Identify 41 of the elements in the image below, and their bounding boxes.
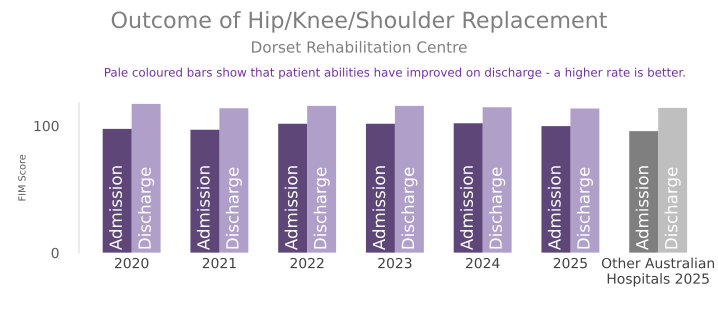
x-tick-label: 2022: [290, 258, 324, 268]
bar: [658, 108, 688, 253]
bar: [132, 104, 161, 253]
text: Admission: [460, 166, 474, 250]
bar: [366, 124, 395, 253]
y-tick-label: 0: [52, 248, 59, 258]
text: Discharge: [489, 168, 506, 249]
series-label: Admission: [109, 166, 122, 250]
chart-subtitle: Dorset Rehabilitation Centre: [252, 40, 467, 53]
y-tick-label: 100: [34, 120, 59, 132]
x-tick-label: Other Australian Hospitals 2025: [602, 258, 714, 287]
series-label: Discharge: [138, 168, 154, 249]
bar: [190, 130, 220, 253]
bar: [307, 106, 336, 253]
bar: [541, 126, 570, 253]
bar: [394, 106, 424, 253]
x-tick-label: 2024: [466, 258, 500, 268]
bar: [219, 108, 248, 253]
bar: [102, 128, 132, 253]
bar: [278, 124, 308, 253]
chart-title: Outcome of Hip/Knee/Shoulder Replacement: [112, 11, 607, 33]
x-tick-label: 2023: [378, 258, 412, 268]
text: Pale coloured bars show that patient abilities have improved on discharge - a higher rate is better.: [104, 68, 685, 80]
text: Discharge: [401, 168, 418, 249]
text: Discharge: [664, 168, 681, 249]
text: Admission: [196, 166, 210, 250]
text: Discharge: [314, 168, 330, 249]
bar: [454, 123, 483, 253]
text: Admission: [372, 166, 386, 250]
text: Admission: [284, 166, 298, 250]
bar: [629, 131, 658, 253]
text: Discharge: [226, 168, 242, 249]
bar: [482, 107, 512, 253]
bar: [570, 108, 600, 253]
x-tick-label: 2021: [202, 258, 236, 268]
text: Admission: [548, 166, 561, 250]
text: Discharge: [576, 168, 593, 249]
x-tick-label: 2025: [554, 258, 587, 268]
x-tick-label: 2020: [114, 258, 148, 268]
text: Admission: [636, 166, 649, 250]
y-axis-title: FIM Score: [18, 154, 26, 200]
